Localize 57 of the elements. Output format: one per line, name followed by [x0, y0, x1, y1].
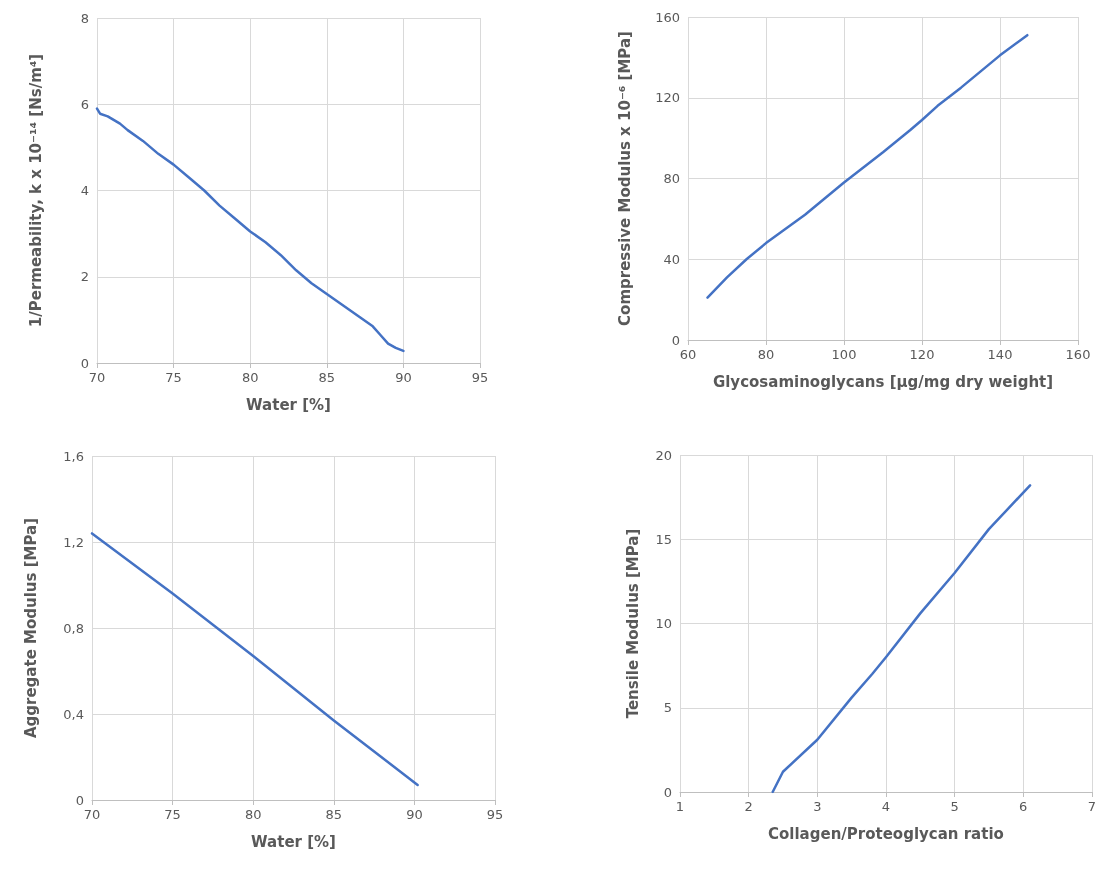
x-tick-label: 70: [83, 807, 101, 822]
x-tick-label: 4: [881, 799, 891, 814]
x-tick-label: 60: [679, 347, 697, 362]
line-series: [771, 484, 1032, 794]
y-tick-label: 80: [663, 171, 680, 186]
x-tick-label: 1: [675, 799, 685, 814]
y-tick-label: 1,6: [63, 448, 84, 464]
x-tick-label: 85: [318, 370, 336, 385]
x-tick-label: 120: [909, 347, 935, 362]
x-tick-label: 90: [395, 370, 412, 385]
x-tick-label: 95: [486, 807, 504, 822]
x-axis-title: Glycosaminoglycans [µg/mg dry weight]: [712, 372, 1054, 391]
y-tick-label: 4: [80, 183, 89, 198]
y-tick-label: 10: [655, 616, 672, 631]
x-tick-label: 7: [1087, 799, 1097, 814]
x-tick-label: 80: [241, 370, 259, 385]
y-tick-label: 1,2: [63, 534, 84, 550]
x-tick-label: 80: [757, 347, 775, 362]
y-tick-label: 0,4: [63, 706, 84, 722]
x-tick-label: 95: [471, 370, 489, 385]
x-tick-label: 75: [165, 370, 182, 385]
x-tick-label: 6: [1019, 799, 1028, 814]
x-axis-title: Water [%]: [251, 832, 336, 851]
y-tick-label: 160: [655, 9, 680, 25]
y-tick-label: 5: [663, 700, 672, 716]
y-tick-label: 0,8: [63, 620, 84, 636]
line-series: [95, 107, 405, 353]
line-series: [706, 33, 1029, 299]
x-tick-label: 90: [406, 807, 423, 822]
x-axis-title: Collagen/Proteoglycan ratio: [768, 824, 1004, 843]
y-tick-label: 8: [80, 10, 89, 26]
x-tick-label: 3: [813, 799, 822, 814]
y-tick-label: 20: [655, 447, 672, 463]
x-tick-label: 160: [1065, 347, 1091, 362]
y-tick-label: 0: [663, 784, 672, 800]
x-tick-label: 2: [744, 799, 753, 814]
x-tick-label: 75: [164, 807, 181, 822]
x-tick-label: 70: [88, 370, 106, 385]
y-tick-label: 2: [80, 269, 89, 285]
x-axis-title: Water [%]: [246, 395, 331, 414]
y-tick-label: 6: [80, 96, 89, 112]
x-tick-label: 5: [950, 799, 959, 814]
y-tick-label: 15: [655, 531, 672, 547]
y-axis-title: 1/Permeability, k x 10⁻¹⁴ [Ns/m⁴]: [26, 53, 45, 328]
y-axis-title: Aggregate Modulus [MPa]: [21, 517, 40, 739]
x-tick-label: 80: [244, 807, 262, 822]
y-tick-label: 0: [75, 792, 84, 808]
y-tick-label: 0: [671, 332, 680, 348]
x-tick-label: 100: [831, 347, 857, 362]
y-tick-label: 120: [655, 90, 680, 106]
x-tick-label: 85: [325, 807, 343, 822]
y-tick-label: 0: [80, 355, 89, 371]
y-tick-label: 40: [663, 251, 680, 267]
line-series: [90, 532, 419, 787]
y-axis-title: Tensile Modulus [MPa]: [623, 528, 642, 719]
y-axis-title: Compressive Modulus x 10⁻⁶ [MPa]: [615, 31, 634, 326]
x-tick-label: 140: [987, 347, 1013, 362]
